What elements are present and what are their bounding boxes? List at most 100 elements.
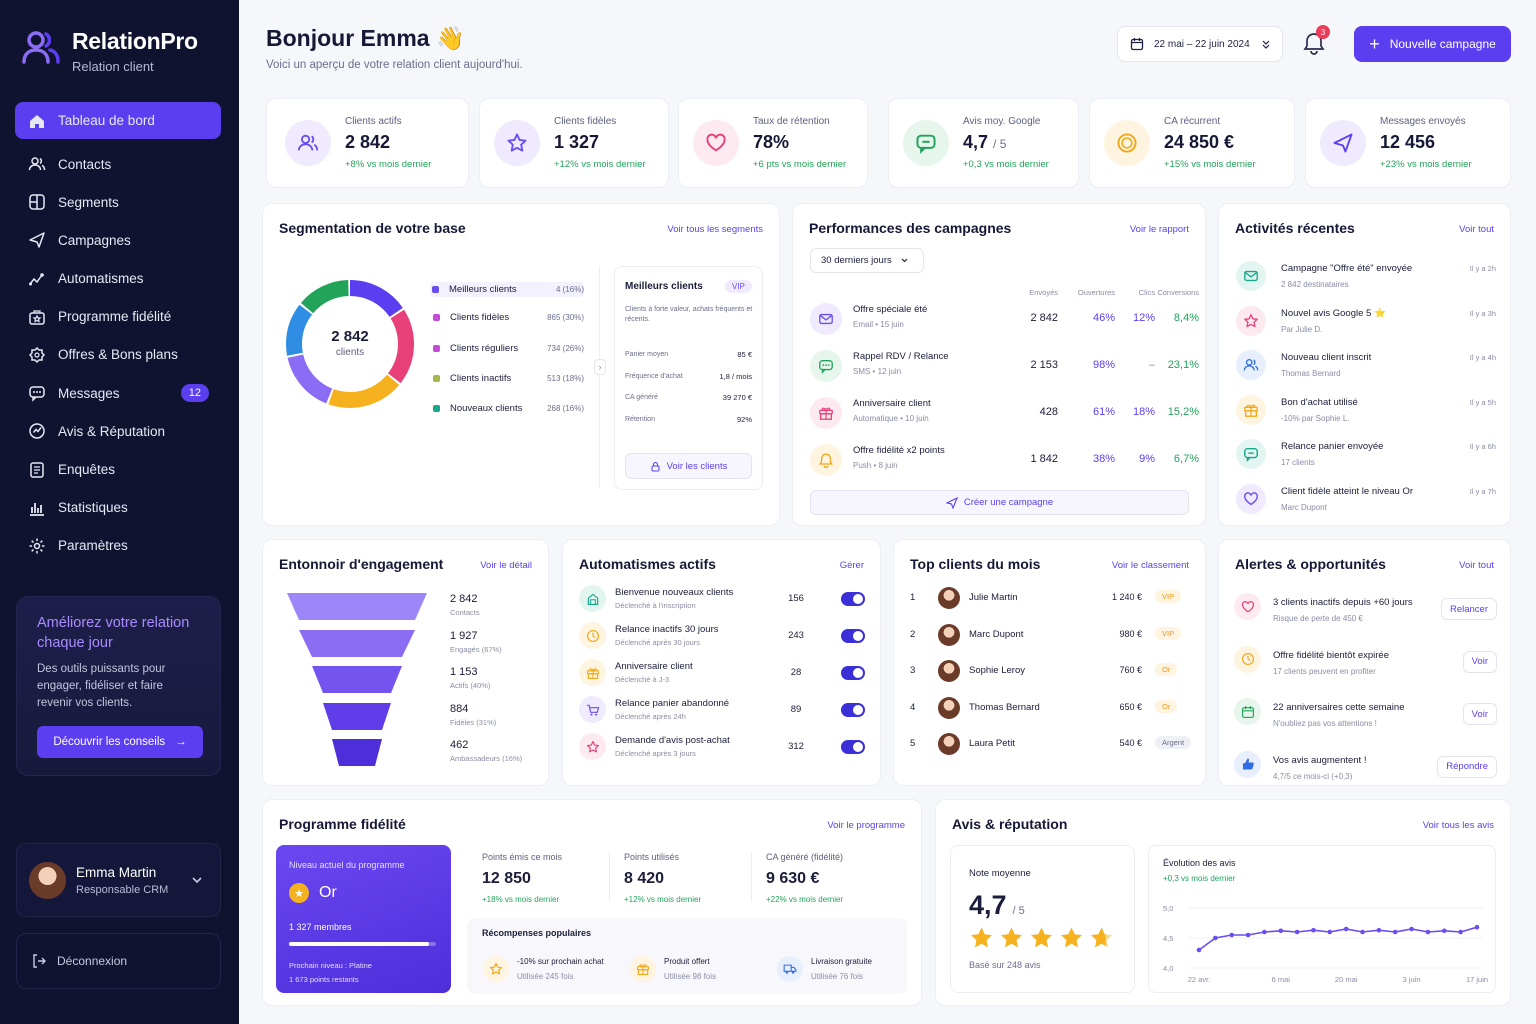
sidebar-item-statistiques[interactable]: Statistiques [15,489,221,527]
alert-action-button[interactable]: Relancer [1440,598,1497,620]
activity-item[interactable]: Bon d'achat utilisé -10% par Sophie L. Il … [1236,393,1496,431]
segment-row[interactable]: Meilleurs clients 4 (16%) [430,282,584,297]
activity-item[interactable]: Client fidèle atteint le niveau Or Marc D… [1236,482,1496,520]
create-campaign-button[interactable]: Créer une campagne [810,490,1189,515]
reputation-card: Avis & réputation Voir tous les avis Not… [935,799,1511,1006]
automation-toggle[interactable] [841,592,865,606]
sidebar-item-campagnes[interactable]: Campagnes [15,221,221,259]
page-subtitle: Voici un aperçu de votre relation client… [266,59,523,71]
reputation-link[interactable]: Voir tous les avis [1422,820,1494,831]
automation-row[interactable]: Anniversaire client Déclenché à J-3 28 [579,658,867,690]
chat-icon [915,132,937,154]
segment-row[interactable]: Nouveaux clients 268 (16%) [430,403,584,414]
automations-link[interactable]: Gérer [839,560,864,571]
gift-icon [1243,402,1259,418]
sidebar-item-label: Programme fidélité [58,309,172,325]
x-tick-label: 6 mai [1272,975,1291,984]
date-range-picker[interactable]: 22 mai – 22 juin 2024 [1117,26,1283,62]
top-client-row[interactable]: 4 Thomas Bernard 650 € Or [910,695,1190,723]
sidebar-item-automatismes[interactable]: Automatismes [15,260,221,298]
campaign-row[interactable]: Offre fidélité x2 points Push • 8 juin 1 8… [810,439,1199,479]
automation-toggle[interactable] [841,629,865,643]
client-rank: 1 [910,592,916,603]
view-clients-button[interactable]: Voir les clients [625,453,752,479]
sidebar-item-offres-bons-plans[interactable]: Offres & Bons plans [15,336,221,374]
kpi-icon-wrap [494,120,540,166]
automation-row[interactable]: Demande d'avis post-achat Déclenché après… [579,732,867,764]
loyalty-next-level: Prochain niveau : Platine [289,961,372,970]
funnel-card: Entonnoir d'engagement Voir le détail 2 … [262,539,549,786]
top-clients-card: Top clients du mois Voir le classement 1… [893,539,1206,786]
segment-row[interactable]: Clients réguliers 734 (26%) [430,343,584,354]
automation-row[interactable]: Bienvenue nouveaux clients Déclenché à l'… [579,584,867,616]
sidebar-item-paramètres[interactable]: Paramètres [15,527,221,565]
sidebar-item-messages[interactable]: Messages 12 [15,374,221,412]
top-client-row[interactable]: 1 Julie Martin 1 240 € VIP [910,585,1190,613]
automation-toggle[interactable] [841,666,865,680]
kpi-icon-wrap [903,120,949,166]
sidebar-item-programme-fidélité[interactable]: Programme fidélité [15,298,221,336]
loyalty-stat-label: CA généré (fidélité) [766,852,844,862]
top-client-row[interactable]: 3 Sophie Leroy 760 € Or [910,658,1190,686]
sidebar-item-contacts[interactable]: Contacts [15,145,221,183]
campaigns-link[interactable]: Voir le rapport [1129,224,1189,235]
alert-item: 22 anniversaires cette semaine N'oubliez … [1234,698,1497,738]
clock-icon [1241,652,1255,666]
activity-item[interactable]: Nouvel avis Google 5 ⭐ Par Julie D. Il y a… [1236,304,1496,342]
alerts-link[interactable]: Voir tout [1459,560,1494,571]
loyalty-icon [28,308,46,326]
activity-item[interactable]: Relance panier envoyée 17 clients Il y a 6… [1236,437,1496,475]
sidebar-item-segments[interactable]: Segments [15,183,221,221]
funnel-step [299,629,415,657]
kpi-delta: +0,3 vs mois dernier [963,159,1049,170]
activity-item[interactable]: Campagne "Offre été" envoyée 2 842 destin… [1236,259,1496,297]
kpi-label: Clients fidèles [554,116,617,127]
campaign-row[interactable]: Anniversaire client Automatique • 10 juin… [810,392,1199,432]
loyalty-link[interactable]: Voir le programme [827,820,905,831]
alert-action-button[interactable]: Répondre [1437,755,1497,778]
x-tick-label: 3 juin [1403,975,1421,984]
campaigns-card: Performances des campagnes Voir le rappo… [792,203,1206,526]
user-menu[interactable]: Emma Martin Responsable CRM [16,843,221,917]
gold-star-icon: ★ [289,883,309,903]
activities-link[interactable]: Voir tout [1459,224,1494,235]
automation-toggle[interactable] [841,703,865,717]
star-icon [1031,927,1052,948]
alert-action-button[interactable]: Voir [1462,703,1497,725]
app-logo[interactable]: RelationPro Relation client [22,28,198,74]
automation-icon-wrap [579,733,606,760]
chevron-right-icon[interactable]: › [594,359,606,375]
alert-action-button[interactable]: Voir [1462,650,1497,673]
send-icon [945,496,958,509]
segment-row[interactable]: Clients inactifs 513 (18%) [430,373,584,384]
sidebar-item-tableau-de-bord[interactable]: Tableau de bord [15,102,221,139]
automations-title: Automatismes actifs [579,556,716,572]
automation-trigger: Déclenché après 30 jours [615,638,701,647]
campaigns-period-select[interactable]: 30 derniers jours [810,248,924,273]
top-client-row[interactable]: 2 Marc Dupont 980 € VIP [910,622,1190,650]
automation-row[interactable]: Relance inactifs 30 jours Déclenché après… [579,621,867,653]
automation-toggle[interactable] [841,740,865,754]
promo-button[interactable]: Découvrir les conseils → [37,726,203,758]
campaign-sent: 2 153 [1030,359,1058,371]
logout-button[interactable]: Déconnexion [16,933,221,989]
top-client-row[interactable]: 5 Laura Petit 540 € Argent [910,731,1192,759]
client-tier-badge: Argent [1155,736,1192,749]
sidebar-item-enquêtes[interactable]: Enquêtes [15,451,221,489]
reviews-line-chart: 5,0 4,5 4,0 22 avr. 6 mai 20 mai 3 juin 17 juin [1163,904,1488,984]
sidebar-item-avis-réputation[interactable]: Avis & Réputation [15,412,221,450]
segmentation-link[interactable]: Voir tous les segments [667,224,763,235]
segment-row[interactable]: Clients fidèles 865 (30%) [430,312,584,323]
new-campaign-button[interactable]: + Nouvelle campagne [1354,26,1511,62]
top-clients-link[interactable]: Voir le classement [1111,560,1189,571]
loyalty-progress-fill [289,942,429,946]
funnel-link[interactable]: Voir le détail [480,560,532,571]
activity-item[interactable]: Nouveau client inscrit Thomas Bernard Il y… [1236,348,1496,386]
thumbs-up-icon [1241,757,1255,771]
automation-row[interactable]: Relance panier abandonné Déclenché après … [579,695,867,727]
activity-title: Bon d'achat utilisé [1281,396,1358,408]
x-tick-label: 22 avr. [1188,975,1211,984]
campaign-row[interactable]: Offre spéciale été Email • 15 juin 2 842 46… [810,298,1199,338]
reviews-data-point [1458,929,1463,935]
campaign-row[interactable]: Rappel RDV / Relance SMS • 12 juin 2 153 98… [810,345,1199,385]
